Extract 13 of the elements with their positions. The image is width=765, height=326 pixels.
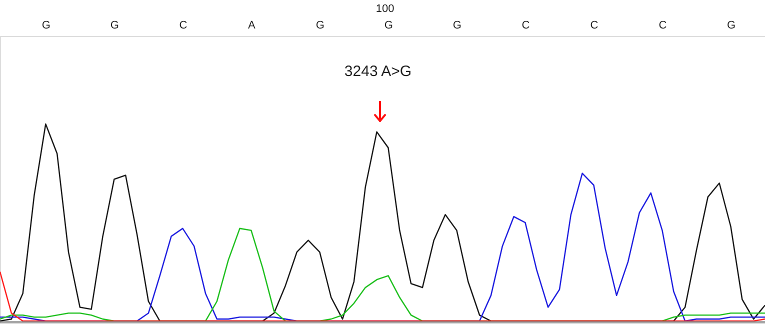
x-tick-label: G <box>110 20 119 32</box>
x-tick-label: G <box>316 20 324 32</box>
x-tick-label: C <box>590 20 598 32</box>
x-tick-label: C <box>522 20 530 32</box>
x-tick-label: G <box>452 20 462 32</box>
x-tick-label: A <box>248 20 256 32</box>
text: 3243 A>G <box>344 63 412 80</box>
x-tick-label: G <box>42 20 50 32</box>
text: 100 <box>376 3 394 15</box>
x-tick-label: G <box>384 20 393 32</box>
x-tick-label: C <box>658 20 667 32</box>
x-tick-label: C <box>179 20 188 32</box>
x-tick-label: G <box>726 20 736 32</box>
